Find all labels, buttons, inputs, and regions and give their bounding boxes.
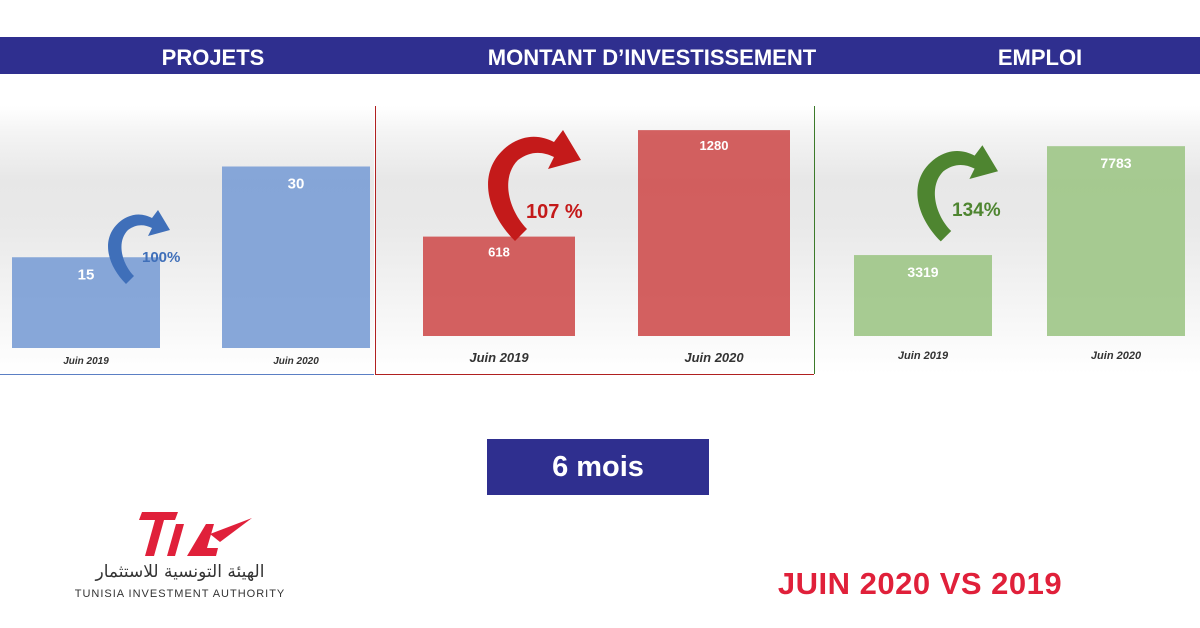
growth-arrow-icon xyxy=(917,145,998,242)
bar-juin-2019 xyxy=(854,255,992,336)
bar-value-label: 1280 xyxy=(700,138,729,153)
bar-value-label: 618 xyxy=(488,245,510,260)
bar-juin-2019 xyxy=(423,236,575,336)
period-badge: 6 mois xyxy=(487,439,709,495)
bar-value-label: 7783 xyxy=(1100,155,1131,171)
logo-arabic-text: الهيئة التونسية للاستثمار xyxy=(95,562,265,582)
category-label: Juin 2019 xyxy=(469,350,529,365)
bar-juin-2020 xyxy=(1047,146,1185,336)
growth-percent-label: 134% xyxy=(952,200,1001,221)
header-montant: MONTANT D’INVESTISSEMENT xyxy=(487,45,817,70)
bar-juin-2019 xyxy=(12,257,160,348)
bar-value-label: 15 xyxy=(78,266,95,283)
growth-arrow-icon xyxy=(488,130,581,241)
header-band: PROJETS MONTANT D’INVESTISSEMENT EMPLOI xyxy=(0,37,1200,74)
chart-emploi: 3319 Juin 2019 7783 Juin 2020 134% xyxy=(854,145,1185,362)
panel-emploi: 3319 Juin 2019 7783 Juin 2020 134% xyxy=(814,106,1200,374)
growth-percent-label: 100% xyxy=(142,249,180,266)
bar-juin-2020 xyxy=(638,130,790,336)
bar-value-label: 3319 xyxy=(907,264,938,280)
category-label: Juin 2019 xyxy=(63,356,109,367)
header-projets: PROJETS xyxy=(161,45,265,70)
panel-projets: 15 Juin 2019 30 Juin 2020 100% xyxy=(0,106,374,375)
tia-logo-mark xyxy=(139,512,252,556)
header-emploi: EMPLOI xyxy=(997,45,1083,70)
bar-value-label: 30 xyxy=(288,176,305,193)
growth-arrow-icon xyxy=(108,210,170,284)
category-label: Juin 2020 xyxy=(684,350,744,365)
comparison-title: JUIN 2020 VS 2019 xyxy=(777,566,1063,601)
category-label: Juin 2019 xyxy=(898,350,949,362)
growth-percent-label: 107 % xyxy=(526,201,583,223)
bar-juin-2020 xyxy=(222,166,370,348)
logo-english-text: TUNISIA INVESTMENT AUTHORITY xyxy=(74,588,286,600)
category-label: Juin 2020 xyxy=(273,356,319,367)
category-label: Juin 2020 xyxy=(1091,350,1142,362)
chart-montant: 618 Juin 2019 1280 Juin 2020 107 % xyxy=(423,130,790,365)
chart-projets: 15 Juin 2019 30 Juin 2020 100% xyxy=(12,166,370,367)
panel-montant: 618 Juin 2019 1280 Juin 2020 107 % xyxy=(375,106,814,375)
tia-logo: الهيئة التونسية للاستثمار TUNISIA INVEST… xyxy=(60,500,300,610)
